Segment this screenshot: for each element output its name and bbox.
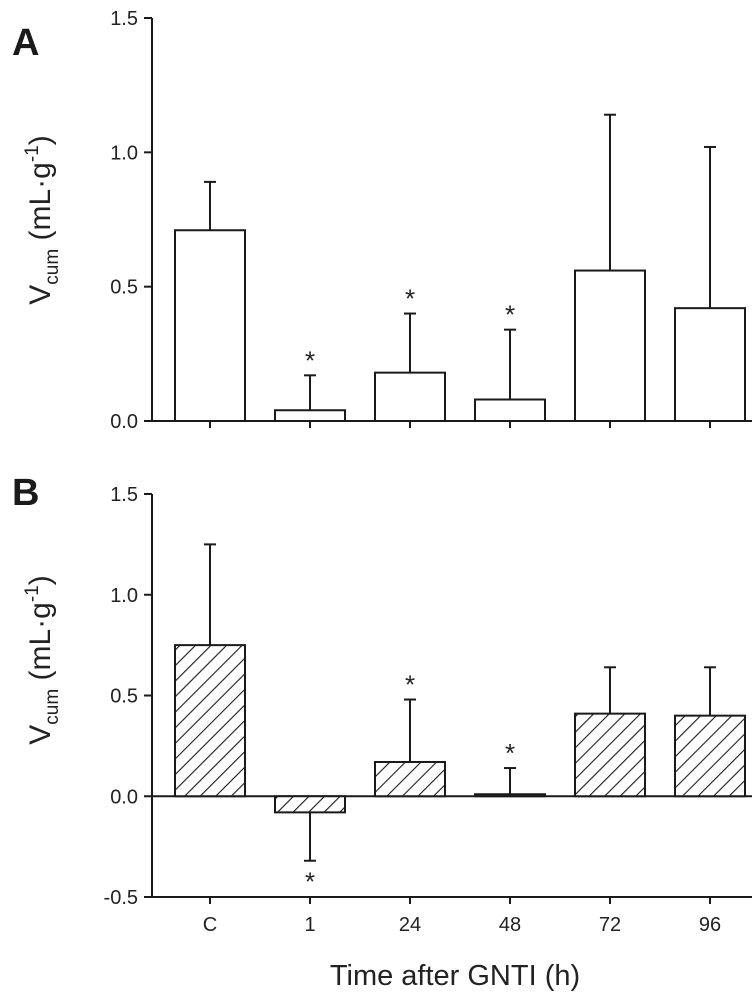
panel-a: A Vcum (mL·g-1) 0.0 0.5 1.0 1.5 * * *	[12, 8, 752, 433]
panel-a-significance-marker-24: *	[405, 284, 415, 314]
panel-b-significance-marker-24: *	[405, 670, 415, 700]
panel-b-bar-96	[674, 714, 746, 798]
panel-a-bar-48	[474, 398, 546, 422]
panel-b-x-tick-label-48: 48	[499, 914, 521, 936]
panel-b-x-tick-label-1: 1	[304, 914, 315, 936]
panel-b-x-axis-label: Time after GNTI (h)	[330, 960, 580, 992]
panel-b-x-tick-label-72: 72	[599, 914, 621, 936]
panel-a-y-tick-label: 0.0	[110, 411, 138, 433]
panel-a-y-tick-label: 1.0	[110, 142, 138, 164]
panel-b-bar-24	[374, 760, 446, 798]
panel-a-bar-96	[674, 307, 746, 422]
panel-b-y-tick-label: -0.5	[104, 887, 138, 909]
panel-b: B Vcum (mL·g-1) -0.5 0.0 0.5 1.0 1.5 C * 1 * 24 * 4…	[12, 472, 752, 992]
panel-a-y-tick-label: 0.5	[110, 277, 138, 299]
panel-b-x-tick-label-24: 24	[399, 914, 421, 936]
panel-b-y-axis-label: Vcum (mL·g-1)	[22, 575, 63, 745]
panel-b-significance-marker-48: *	[505, 738, 515, 768]
panel-b-y-tick-label: 1.5	[110, 484, 138, 506]
panel-a-significance-marker-48: *	[505, 300, 515, 330]
panel-a-y-axis-label: Vcum (mL·g-1)	[22, 135, 63, 305]
panel-b-bar-1	[274, 795, 346, 814]
panel-b-bar-72	[574, 712, 646, 798]
panel-b-x-tick-label-C: C	[203, 914, 217, 936]
panel-a-bar-1	[274, 409, 346, 422]
panel-b-letter: B	[12, 472, 39, 514]
panel-a-bar-C	[174, 229, 246, 422]
panel-b-y-tick-label: 1.0	[110, 585, 138, 607]
panel-b-y-tick-label: 0.5	[110, 686, 138, 708]
panel-b-significance-marker-1: *	[305, 867, 315, 897]
panel-a-bar-24	[374, 371, 446, 423]
panel-b-bar-48	[474, 793, 546, 798]
panel-a-letter: A	[12, 22, 39, 64]
panel-b-x-tick-label-96: 96	[699, 914, 721, 936]
panel-a-y-tick-label: 1.5	[110, 8, 138, 30]
panel-a-significance-marker-1: *	[305, 345, 315, 375]
panel-a-bar-72	[574, 269, 646, 422]
panel-b-bar-C	[174, 644, 246, 798]
panel-b-y-tick-label: 0.0	[110, 786, 138, 808]
